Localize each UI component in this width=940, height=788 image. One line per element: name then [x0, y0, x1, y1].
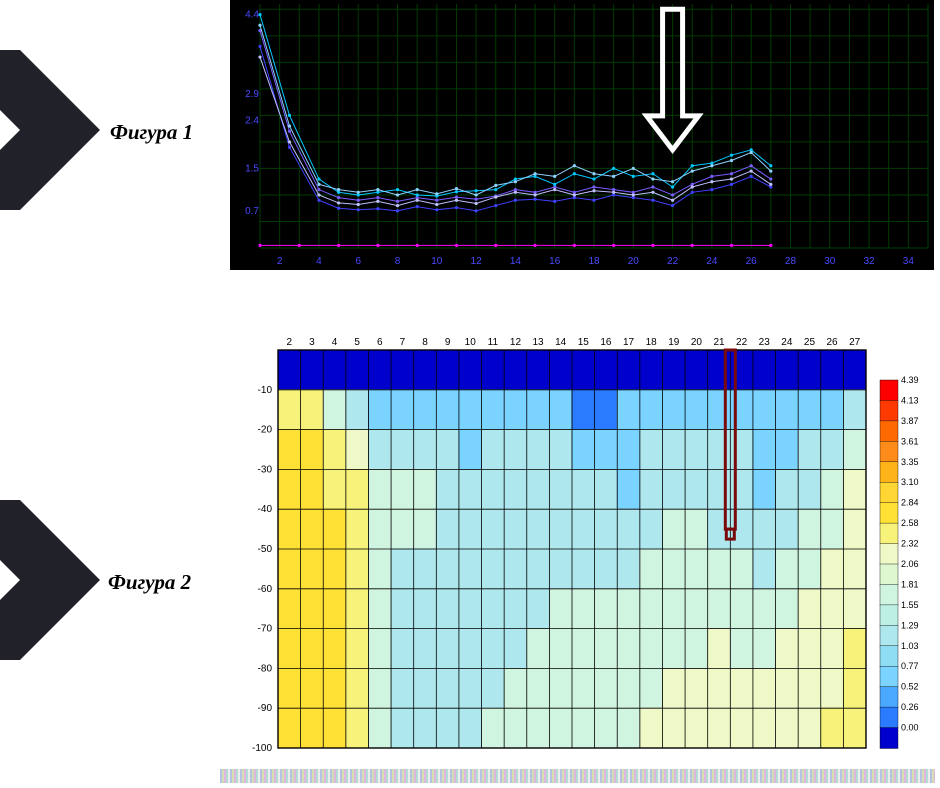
svg-text:0.77: 0.77	[901, 661, 919, 671]
svg-text:5: 5	[354, 337, 360, 348]
figure-2-label: Фигура 2	[108, 570, 191, 595]
chevron-fig1	[0, 50, 100, 210]
svg-text:-70: -70	[258, 624, 273, 635]
chart-2: 2345678910111213141516171819202122232425…	[230, 330, 940, 760]
figure-1-label: Фигура 1	[110, 120, 193, 145]
svg-text:2.4: 2.4	[245, 116, 259, 127]
svg-text:26: 26	[827, 337, 839, 348]
svg-text:21: 21	[713, 337, 725, 348]
svg-text:20: 20	[628, 256, 640, 267]
chart-1: 2468101214161820222426283032340.71.52.42…	[230, 0, 934, 270]
svg-text:-40: -40	[258, 504, 273, 515]
svg-text:6: 6	[377, 337, 383, 348]
svg-text:3.35: 3.35	[901, 457, 919, 467]
svg-text:18: 18	[588, 256, 600, 267]
svg-text:0.00: 0.00	[901, 723, 919, 733]
svg-text:22: 22	[736, 337, 748, 348]
svg-text:0.7: 0.7	[245, 206, 259, 217]
svg-text:2.84: 2.84	[901, 498, 919, 508]
svg-text:-100: -100	[252, 743, 272, 754]
svg-text:26: 26	[746, 256, 758, 267]
svg-text:12: 12	[510, 337, 522, 348]
svg-text:2: 2	[277, 256, 283, 267]
svg-text:2.32: 2.32	[901, 539, 919, 549]
footer-strip	[220, 769, 935, 783]
svg-text:10: 10	[465, 337, 477, 348]
svg-text:34: 34	[903, 256, 915, 267]
svg-text:1.81: 1.81	[901, 579, 919, 589]
svg-text:6: 6	[355, 256, 361, 267]
svg-text:3.10: 3.10	[901, 477, 919, 487]
svg-text:4.39: 4.39	[901, 375, 919, 385]
svg-text:14: 14	[555, 337, 567, 348]
svg-text:3.87: 3.87	[901, 416, 919, 426]
svg-text:-80: -80	[258, 663, 273, 674]
svg-text:1.5: 1.5	[245, 163, 259, 174]
svg-text:-60: -60	[258, 584, 273, 595]
svg-text:11: 11	[488, 337, 499, 348]
svg-text:9: 9	[445, 337, 451, 348]
svg-text:24: 24	[781, 337, 793, 348]
svg-text:30: 30	[824, 256, 836, 267]
svg-text:2.9: 2.9	[245, 89, 259, 100]
svg-text:7: 7	[400, 337, 406, 348]
svg-text:-90: -90	[258, 703, 273, 714]
svg-text:0.52: 0.52	[901, 682, 919, 692]
svg-text:22: 22	[667, 256, 679, 267]
svg-text:12: 12	[471, 256, 483, 267]
svg-text:14: 14	[510, 256, 522, 267]
chevron-fig2	[0, 500, 100, 660]
svg-text:15: 15	[578, 337, 590, 348]
svg-text:8: 8	[395, 256, 401, 267]
svg-text:4.13: 4.13	[901, 395, 919, 405]
svg-text:-50: -50	[258, 544, 273, 555]
svg-text:19: 19	[668, 337, 680, 348]
svg-text:1.29: 1.29	[901, 620, 919, 630]
svg-text:4: 4	[316, 256, 322, 267]
svg-text:3.61: 3.61	[901, 436, 919, 446]
svg-text:3: 3	[309, 337, 315, 348]
svg-text:23: 23	[759, 337, 771, 348]
svg-text:32: 32	[863, 256, 875, 267]
svg-text:17: 17	[623, 337, 635, 348]
svg-text:27: 27	[849, 337, 861, 348]
svg-text:0.26: 0.26	[901, 702, 919, 712]
svg-text:2.06: 2.06	[901, 559, 919, 569]
svg-text:-20: -20	[258, 425, 273, 436]
svg-text:20: 20	[691, 337, 703, 348]
svg-text:10: 10	[431, 256, 443, 267]
svg-text:28: 28	[785, 256, 797, 267]
svg-text:18: 18	[646, 337, 658, 348]
svg-text:-10: -10	[258, 385, 273, 396]
svg-text:4: 4	[332, 337, 338, 348]
svg-text:25: 25	[804, 337, 816, 348]
svg-text:24: 24	[706, 256, 718, 267]
svg-text:2: 2	[287, 337, 293, 348]
svg-text:1.03: 1.03	[901, 641, 919, 651]
svg-text:4.4: 4.4	[245, 10, 259, 21]
svg-text:13: 13	[533, 337, 545, 348]
svg-text:1.55: 1.55	[901, 600, 919, 610]
svg-text:16: 16	[600, 337, 612, 348]
svg-text:16: 16	[549, 256, 561, 267]
svg-text:2.58: 2.58	[901, 518, 919, 528]
svg-text:-30: -30	[258, 464, 273, 475]
svg-text:8: 8	[422, 337, 428, 348]
